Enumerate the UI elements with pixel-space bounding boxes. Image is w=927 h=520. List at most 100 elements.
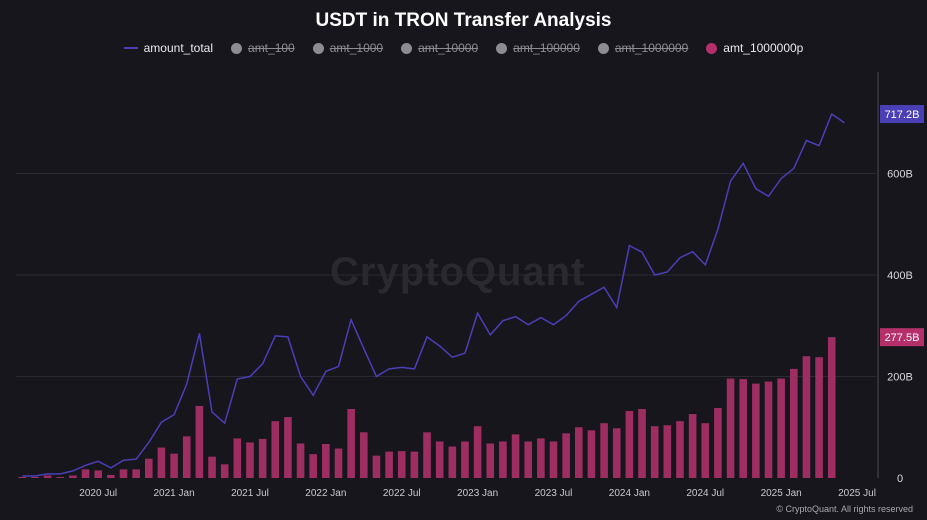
bar-amt-1000000p [31,476,39,478]
legend-item-amt-100[interactable]: amt_100 [231,41,295,55]
bar-amt-1000000p [284,417,292,478]
bar-amt-1000000p [650,426,659,478]
bar-amt-1000000p [372,455,381,478]
bar-amt-1000000p [81,469,90,478]
bar-amt-1000000p [309,454,317,478]
bar-amt-1000000p [334,448,343,478]
chart-legend: amount_total amt_100 amt_1000 amt_10000 … [0,41,927,55]
legend-item-amt-1000[interactable]: amt_1000 [312,41,383,55]
x-tick-label: 2021 Jul [231,488,269,499]
legend-item-amt-1000000p[interactable]: amt_1000000p [706,41,803,55]
legend-label: amt_1000000 [614,41,689,55]
bar-amt-1000000p [170,453,178,478]
x-tick-label: 2024 Jan [609,488,650,499]
y-tick-label: 200B [887,372,913,384]
y-tick-label: 400B [887,270,913,282]
x-tick-label: 2025 Jan [761,488,802,499]
legend-label: amt_10000 [418,41,479,55]
legend-label: amt_100000 [513,41,580,55]
bar-amt-1000000p [486,443,495,478]
last-value-badge-amt-1000000p: 277.5B [885,332,920,344]
bar-amt-1000000p [43,475,52,478]
bar-amt-1000000p [524,441,532,478]
chart-title: USDT in TRON Transfer Analysis [315,10,612,31]
bar-amt-1000000p [423,432,431,478]
x-tick-label: 2020 Jul [79,488,117,499]
bar-amt-1000000p [739,379,747,478]
bar-amt-1000000p [752,383,760,478]
bar-amt-1000000p [575,427,583,478]
bar-amt-1000000p [764,381,773,478]
bar-amt-1000000p [714,407,722,478]
bar-amt-1000000p [600,423,608,478]
x-tick-label: 2023 Jan [457,488,498,499]
legend-label: amount_total [143,41,214,55]
x-tick-label: 2022 Jul [383,488,421,499]
legend-item-amount-total[interactable]: amount_total [123,41,214,55]
bar-amt-1000000p [385,451,393,478]
bar-amt-1000000p [195,405,204,478]
legend-label: amt_1000000p [723,41,804,55]
bar-amt-1000000p [461,441,469,478]
bar-amt-1000000p [448,446,457,478]
bar-amt-1000000p [182,436,191,478]
last-value-badge-amount-total: 717.2B [885,109,920,121]
watermark: CryptoQuant [330,250,586,294]
bar-amt-1000000p [271,421,280,478]
bar-amt-1000000p [612,428,621,478]
bar-amt-1000000p [726,378,735,478]
bar-amt-1000000p [688,414,697,478]
x-tick-label: 2025 Jul [838,488,876,499]
x-tick-label: 2021 Jan [154,488,195,499]
bar-amt-1000000p [233,438,242,478]
bar-amt-1000000p [473,426,482,478]
bar-amt-1000000p [397,451,406,478]
bar-amt-1000000p [145,458,153,478]
bar-amt-1000000p [587,430,596,478]
legend-item-amt-1000000[interactable]: amt_1000000 [597,41,689,55]
bar-amt-1000000p [258,438,267,478]
bar-amt-1000000p [119,469,128,478]
legend-dot-icon [401,42,413,54]
bar-amt-1000000p [56,476,65,478]
bar-amt-1000000p [69,475,77,478]
bar-amt-1000000p [638,408,646,478]
bar-amt-1000000p [157,447,166,478]
legend-item-amt-10000[interactable]: amt_10000 [401,41,478,55]
legend-dot-icon [496,42,508,54]
line-amount-total [22,112,845,477]
legend-dot-icon [231,42,243,54]
y-tick-label: 0 [897,473,903,485]
bar-amt-1000000p [410,451,419,478]
bar-amt-1000000p [802,356,811,478]
legend-item-amt-100000[interactable]: amt_100000 [496,41,580,55]
x-tick-label: 2024 Jul [686,488,724,499]
bar-amt-1000000p [701,423,710,478]
bar-amt-1000000p [549,441,558,478]
bar-amt-1000000p [777,378,785,478]
legend-line-icon [123,47,138,49]
bar-amt-1000000p [562,433,570,478]
y-tick-label: 600B [887,169,913,181]
x-tick-label: 2023 Jul [535,488,573,499]
legend-dot-icon [312,42,324,54]
legend-dot-icon [706,42,718,54]
bar-amt-1000000p [663,425,672,478]
legend-label: amt_100 [248,41,295,55]
bar-amt-1000000p [435,441,444,478]
last-value-badge-amount-total-bg [880,105,924,124]
bar-amt-1000000p [208,456,216,478]
bar-amt-1000000p [499,441,507,478]
bar-amt-1000000p [132,469,140,478]
bar-amt-1000000p [827,337,836,478]
x-tick-label: 2022 Jan [305,488,346,499]
bar-amt-1000000p [18,476,27,478]
bar-amt-1000000p [107,474,115,478]
bar-amt-1000000p [360,432,368,478]
bar-amt-1000000p [625,411,634,478]
bar-amt-1000000p [537,438,545,478]
bar-amt-1000000p [511,434,520,478]
bar-amt-1000000p [815,357,823,478]
bar-amt-1000000p [322,443,330,478]
